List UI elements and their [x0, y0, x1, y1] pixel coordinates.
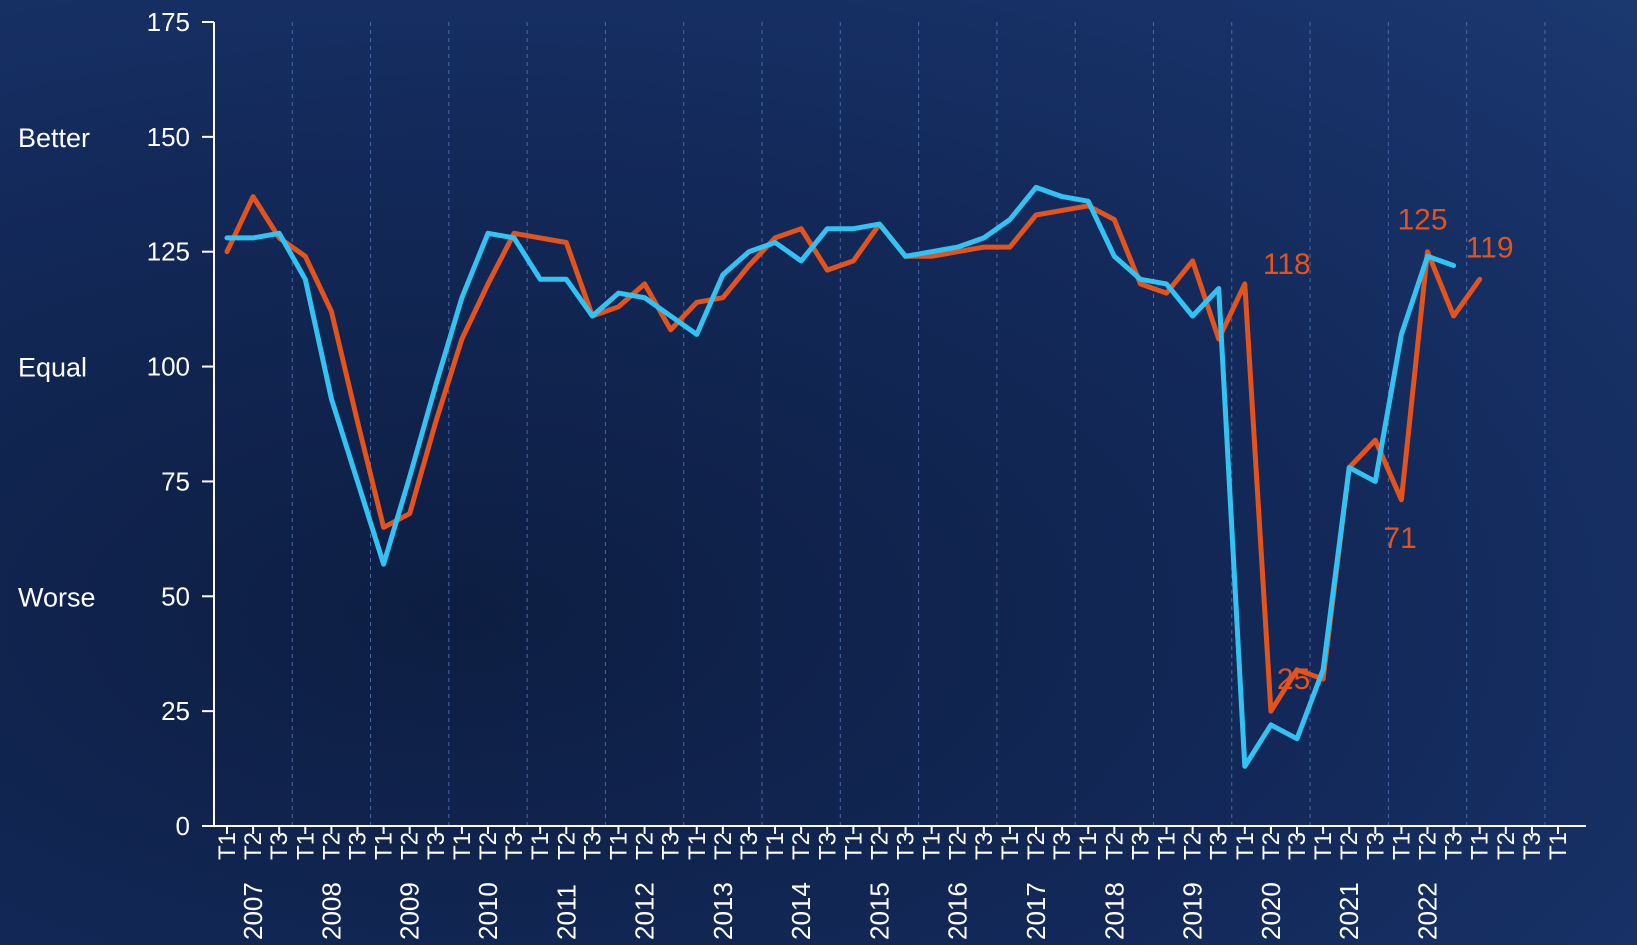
year-label: 2012 [630, 882, 660, 940]
side-label: Better [18, 123, 90, 153]
quarter-label: T2 [945, 832, 972, 860]
y-tick-label: 0 [176, 811, 190, 841]
year-label: 2013 [708, 882, 738, 940]
year-label: 2021 [1334, 882, 1364, 940]
quarter-label: T3 [344, 832, 371, 860]
quarter-label: T1 [1154, 832, 1181, 860]
series-lines [224, 184, 1483, 769]
data-label: 119 [1466, 231, 1514, 264]
data-label: 71 [1383, 522, 1416, 555]
y-tick-label: 75 [161, 466, 190, 496]
quarter-label: T2 [1336, 832, 1363, 860]
quarter-label: T1 [1388, 832, 1415, 860]
year-label: 2014 [786, 882, 816, 940]
grid-lines [291, 22, 1546, 826]
quarter-label: T1 [1310, 832, 1337, 860]
quarter-label: T1 [214, 832, 241, 860]
data-label: 118 [1263, 248, 1311, 281]
quarter-label: T3 [1519, 832, 1546, 860]
y-tick-label: 25 [161, 696, 190, 726]
y-tick-label: 125 [147, 237, 190, 267]
side-label: Worse [18, 582, 96, 612]
quarter-label: T2 [710, 832, 737, 860]
quarter-label: T2 [788, 832, 815, 860]
year-label: 2017 [1021, 882, 1051, 940]
quarter-label: T2 [553, 832, 580, 860]
quarter-label: T3 [1284, 832, 1311, 860]
quarter-label: T2 [866, 832, 893, 860]
quarter-label: T2 [318, 832, 345, 860]
side-label: Equal [18, 353, 87, 383]
quarter-label: T1 [292, 832, 319, 860]
year-label: 2022 [1413, 882, 1443, 940]
year-label: 2019 [1178, 882, 1208, 940]
year-label: 2008 [316, 882, 346, 940]
quarter-label: T2 [397, 832, 424, 860]
quarter-label: T1 [527, 832, 554, 860]
quarter-label: T3 [893, 832, 920, 860]
quarter-label: T2 [1415, 832, 1442, 860]
quarter-label: T1 [919, 832, 946, 860]
quarter-label: T2 [632, 832, 659, 860]
y-tick-label: 50 [161, 581, 190, 611]
quarter-label: T1 [1075, 832, 1102, 860]
quarter-label: T3 [1049, 832, 1076, 860]
data-label: 25 [1277, 663, 1310, 696]
quarter-label: T3 [579, 832, 606, 860]
quarter-label: T2 [240, 832, 267, 860]
quarter-label: T3 [971, 832, 998, 860]
quarter-label: T3 [266, 832, 293, 860]
year-label: 2007 [238, 882, 268, 940]
quarter-label: T1 [840, 832, 867, 860]
quarter-label: T3 [736, 832, 763, 860]
year-label: 2018 [1099, 882, 1129, 940]
quarter-label: T2 [1493, 832, 1520, 860]
quarter-label: T3 [658, 832, 685, 860]
quarter-label: T2 [475, 832, 502, 860]
y-tick-label: 150 [147, 122, 190, 152]
quarter-label: T1 [1545, 832, 1572, 860]
quarter-label: T1 [371, 832, 398, 860]
quarter-label: T2 [1258, 832, 1285, 860]
year-label: 2015 [864, 882, 894, 940]
quarter-label: T3 [423, 832, 450, 860]
quarter-label: T3 [501, 832, 528, 860]
quarter-label: T3 [1362, 832, 1389, 860]
quarter-label: T1 [1232, 832, 1259, 860]
series-line [224, 184, 1457, 769]
quarter-label: T3 [1441, 832, 1468, 860]
year-label: 2010 [473, 882, 503, 940]
quarter-label: T1 [1467, 832, 1494, 860]
year-label: 2011 [551, 884, 581, 940]
quarter-label: T1 [684, 832, 711, 860]
y-tick-label: 175 [147, 7, 190, 37]
series-line [224, 194, 1483, 714]
year-label: 2020 [1256, 882, 1286, 940]
quarter-label: T3 [1127, 832, 1154, 860]
year-label: 2016 [943, 882, 973, 940]
quarter-label: T2 [1101, 832, 1128, 860]
quarter-label: T1 [997, 832, 1024, 860]
quarter-label: T1 [449, 832, 476, 860]
quarter-label: T3 [814, 832, 841, 860]
quarter-label: T3 [1206, 832, 1233, 860]
data-label: 125 [1398, 204, 1448, 237]
year-label: 2009 [395, 882, 425, 940]
y-tick-label: 100 [147, 352, 190, 382]
quarter-label: T1 [605, 832, 632, 860]
quarter-label: T2 [1023, 832, 1050, 860]
quarter-label: T2 [1180, 832, 1207, 860]
quarter-label: T1 [762, 832, 789, 860]
annotations: 118 25 71 125 119 [1263, 204, 1514, 696]
